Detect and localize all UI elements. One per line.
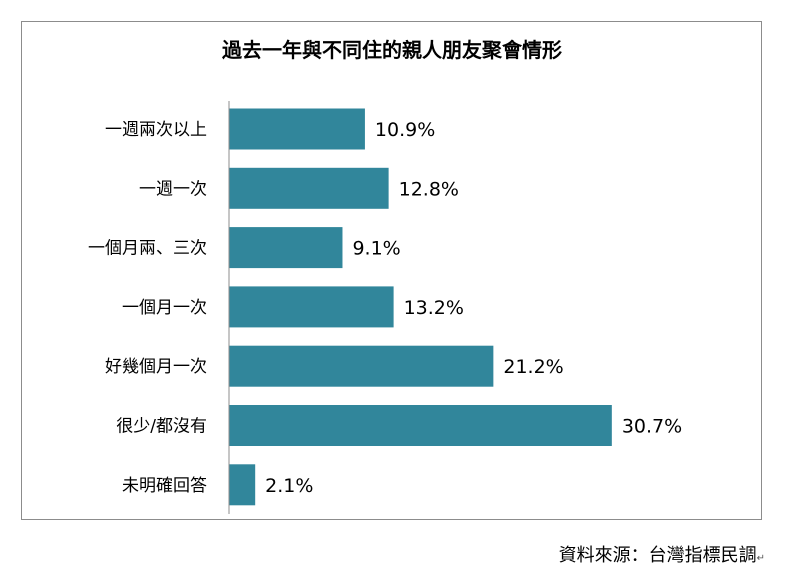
bar bbox=[229, 167, 389, 209]
category-label: 很少/都沒有 bbox=[116, 417, 207, 437]
bar-chart: 過去一年與不同住的親人朋友聚會情形 一週兩次以上 10.9% 一週一次 12.8% 一個… bbox=[88, 38, 682, 514]
data-label: 30.7% bbox=[622, 416, 682, 438]
bar bbox=[229, 108, 365, 150]
data-label: 21.2% bbox=[503, 356, 563, 378]
chart-frame: 過去一年與不同住的親人朋友聚會情形 一週兩次以上 10.9% 一週一次 12.8% 一個… bbox=[21, 21, 762, 520]
return-mark-icon: ↵ bbox=[756, 553, 765, 564]
data-label: 10.9% bbox=[375, 119, 435, 141]
bar bbox=[229, 464, 256, 506]
source-text: 資料來源：台灣指標民調 bbox=[558, 545, 757, 566]
data-label: 2.1% bbox=[265, 475, 313, 497]
bar bbox=[229, 227, 343, 269]
category-label: 一個月兩、三次 bbox=[88, 239, 207, 259]
source-note: 資料來源：台灣指標民調↵ bbox=[559, 541, 765, 567]
data-label: 13.2% bbox=[404, 297, 464, 319]
bar bbox=[229, 405, 612, 446]
category-label: 好幾個月一次 bbox=[105, 357, 207, 377]
bar bbox=[229, 286, 394, 328]
data-label: 12.8% bbox=[399, 178, 459, 200]
category-label: 一週兩次以上 bbox=[105, 120, 207, 140]
category-label: 一個月一次 bbox=[122, 298, 207, 318]
category-label: 一週一次 bbox=[139, 179, 207, 199]
bar bbox=[229, 345, 494, 387]
chart-title: 過去一年與不同住的親人朋友聚會情形 bbox=[222, 38, 562, 62]
category-label: 未明確回答 bbox=[122, 476, 207, 496]
data-label: 9.1% bbox=[352, 238, 400, 260]
